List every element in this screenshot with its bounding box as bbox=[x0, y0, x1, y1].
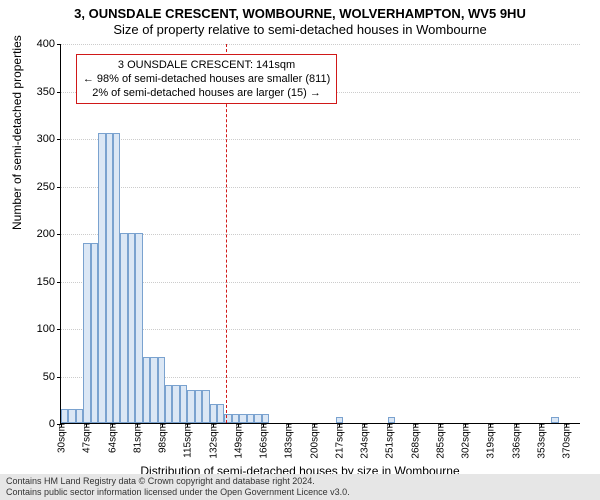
annotation-line-2: ← 98% of semi-detached houses are smalle… bbox=[83, 72, 330, 86]
histogram-bar bbox=[165, 385, 172, 423]
histogram-bar bbox=[128, 233, 135, 423]
histogram-bar bbox=[232, 414, 239, 424]
ytick-label: 100 bbox=[37, 323, 61, 335]
histogram-bar bbox=[158, 357, 165, 424]
xtick-label: 149sqm bbox=[231, 423, 244, 459]
xtick-label: 251sqm bbox=[383, 423, 396, 459]
histogram-bar bbox=[120, 233, 127, 423]
ytick-label: 400 bbox=[37, 38, 61, 50]
xtick-label: 115sqm bbox=[181, 423, 194, 458]
histogram-bar bbox=[143, 357, 150, 424]
ytick-label: 150 bbox=[37, 276, 61, 288]
histogram-bar bbox=[91, 243, 98, 424]
histogram-bar bbox=[61, 409, 68, 423]
histogram-bar bbox=[106, 133, 113, 423]
histogram-bar bbox=[217, 404, 224, 423]
sub-title: Size of property relative to semi-detach… bbox=[0, 22, 600, 37]
ytick-label: 350 bbox=[37, 86, 61, 98]
ytick-label: 200 bbox=[37, 228, 61, 240]
xtick-label: 234sqm bbox=[358, 423, 371, 459]
xtick-label: 336sqm bbox=[509, 423, 522, 459]
ytick-label: 50 bbox=[43, 371, 61, 383]
histogram-bar bbox=[551, 417, 558, 423]
annotation-line-3: 2% of semi-detached houses are larger (1… bbox=[83, 86, 330, 100]
histogram-bar bbox=[172, 385, 179, 423]
histogram-bar bbox=[247, 414, 254, 424]
histogram-bar bbox=[83, 243, 90, 424]
y-axis-label: Number of semi-detached properties bbox=[10, 35, 24, 230]
histogram-bar bbox=[150, 357, 157, 424]
histogram-bar bbox=[76, 409, 83, 423]
footer-line-2: Contains public sector information licen… bbox=[6, 487, 594, 498]
xtick-label: 285sqm bbox=[433, 423, 446, 459]
xtick-label: 370sqm bbox=[560, 423, 573, 459]
gridline-h bbox=[61, 44, 580, 45]
histogram-bar bbox=[187, 390, 194, 423]
histogram-bar bbox=[195, 390, 202, 423]
histogram-bar bbox=[262, 414, 269, 424]
annotation-line-1: 3 OUNSDALE CRESCENT: 141sqm bbox=[83, 58, 330, 72]
histogram-bar bbox=[98, 133, 105, 423]
footer-line-1: Contains HM Land Registry data © Crown c… bbox=[6, 476, 594, 487]
title-block: 3, OUNSDALE CRESCENT, WOMBOURNE, WOLVERH… bbox=[0, 0, 600, 37]
xtick-label: 30sqm bbox=[55, 423, 68, 453]
gridline-h bbox=[61, 139, 580, 140]
gridline-h bbox=[61, 187, 580, 188]
xtick-label: 98sqm bbox=[156, 423, 169, 453]
histogram-bar bbox=[210, 404, 217, 423]
histogram-bar bbox=[239, 414, 246, 424]
histogram-bar bbox=[113, 133, 120, 423]
xtick-label: 353sqm bbox=[534, 423, 547, 459]
histogram-bar bbox=[180, 385, 187, 423]
xtick-label: 64sqm bbox=[105, 423, 118, 453]
xtick-label: 200sqm bbox=[307, 423, 320, 459]
xtick-label: 132sqm bbox=[206, 423, 219, 459]
main-title: 3, OUNSDALE CRESCENT, WOMBOURNE, WOLVERH… bbox=[0, 6, 600, 21]
histogram-bar bbox=[202, 390, 209, 423]
xtick-label: 217sqm bbox=[332, 423, 345, 459]
annotation-box: 3 OUNSDALE CRESCENT: 141sqm← 98% of semi… bbox=[76, 54, 337, 105]
xtick-label: 166sqm bbox=[257, 423, 270, 459]
histogram-bar bbox=[135, 233, 142, 423]
chart-area: 05010015020025030035040030sqm47sqm64sqm8… bbox=[60, 44, 580, 424]
histogram-bar bbox=[68, 409, 75, 423]
plot-region: 05010015020025030035040030sqm47sqm64sqm8… bbox=[60, 44, 580, 424]
xtick-label: 81sqm bbox=[130, 423, 143, 453]
attribution-footer: Contains HM Land Registry data © Crown c… bbox=[0, 474, 600, 500]
xtick-label: 268sqm bbox=[408, 423, 421, 459]
ytick-label: 300 bbox=[37, 133, 61, 145]
histogram-bar bbox=[254, 414, 261, 424]
xtick-label: 183sqm bbox=[282, 423, 295, 459]
ytick-label: 250 bbox=[37, 181, 61, 193]
xtick-label: 302sqm bbox=[459, 423, 472, 459]
xtick-label: 47sqm bbox=[80, 423, 93, 453]
xtick-label: 319sqm bbox=[484, 423, 497, 459]
